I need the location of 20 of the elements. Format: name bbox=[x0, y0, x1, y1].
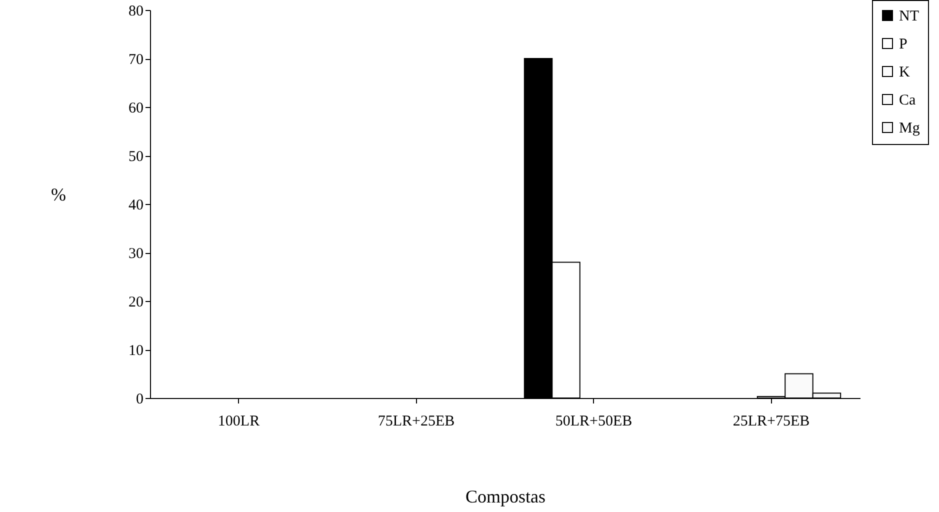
legend-label: Ca bbox=[899, 92, 916, 108]
x-axis-title: Compostas bbox=[465, 486, 546, 506]
y-tick-label: 50 bbox=[128, 149, 144, 165]
y-axis-title: % bbox=[51, 184, 66, 204]
legend-label: P bbox=[899, 36, 908, 52]
legend-label: Mg bbox=[899, 120, 920, 136]
y-tick-label: 60 bbox=[128, 100, 144, 116]
y-tick-label: 80 bbox=[128, 4, 144, 20]
y-tick-label: 0 bbox=[136, 392, 144, 408]
legend-label: K bbox=[899, 64, 910, 80]
x-tick-label: 75LR+25EB bbox=[378, 414, 455, 430]
x-tick-label: 50LR+50EB bbox=[555, 414, 632, 430]
y-tick-label: 30 bbox=[128, 246, 144, 262]
y-tick-label: 70 bbox=[128, 52, 144, 68]
x-tick-label: 25LR+75EB bbox=[732, 414, 810, 430]
y-tick-label: 20 bbox=[128, 294, 144, 310]
y-tick-label: 10 bbox=[128, 343, 144, 359]
x-tick-label: 100LR bbox=[218, 414, 260, 430]
legend-label: NT bbox=[899, 8, 919, 24]
y-tick-label: 40 bbox=[128, 198, 144, 214]
